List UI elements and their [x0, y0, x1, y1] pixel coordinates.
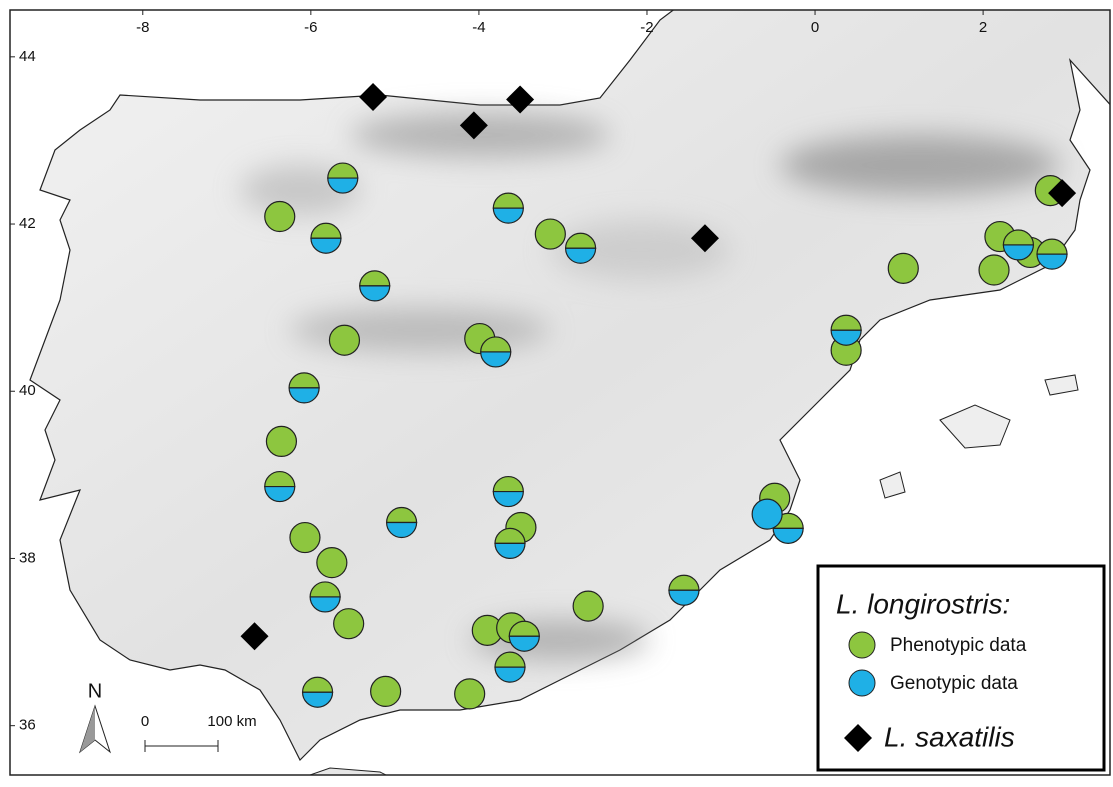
scale-end: 100 km: [207, 713, 256, 730]
phenotypic-site: [371, 676, 401, 706]
x-tick-label: -4: [472, 19, 485, 36]
phenotypic-site: [317, 548, 347, 578]
y-tick-label: 40: [19, 382, 36, 399]
legend-label: Phenotypic data: [890, 635, 1027, 656]
phenotypic-site: [535, 219, 565, 249]
legend-label: Genotypic data: [890, 673, 1018, 694]
x-tick-label: 2: [979, 19, 987, 36]
y-tick-label: 42: [19, 215, 36, 232]
scale-start: 0: [141, 713, 149, 730]
legend-title: L. longirostris:: [836, 588, 1010, 619]
y-tick-label: 36: [19, 717, 36, 734]
x-tick-label: 0: [811, 19, 819, 36]
phenotypic-site: [573, 591, 603, 621]
genotypic-site: [752, 499, 782, 529]
y-tick-label: 44: [19, 48, 36, 65]
phenotypic-site: [266, 426, 296, 456]
phenotypic-site: [329, 325, 359, 355]
map: N 0 100 km L. longirostris: Phenotypic d…: [0, 0, 1113, 782]
y-tick-label: 38: [19, 549, 36, 566]
x-tick-label: -2: [640, 19, 653, 36]
phenotypic-site: [290, 523, 320, 553]
north-label: N: [88, 680, 102, 702]
legend-marker: [849, 670, 875, 696]
legend-marker: [849, 632, 875, 658]
legend: L. longirostris: Phenotypic data Genotyp…: [818, 566, 1104, 770]
phenotypic-site: [265, 202, 295, 232]
phenotypic-site: [888, 253, 918, 283]
x-tick-label: -6: [304, 19, 317, 36]
phenotypic-site: [334, 609, 364, 639]
legend-label: L. saxatilis: [884, 721, 1015, 752]
phenotypic-site: [979, 255, 1009, 285]
phenotypic-site: [455, 679, 485, 709]
x-tick-label: -8: [136, 19, 149, 36]
